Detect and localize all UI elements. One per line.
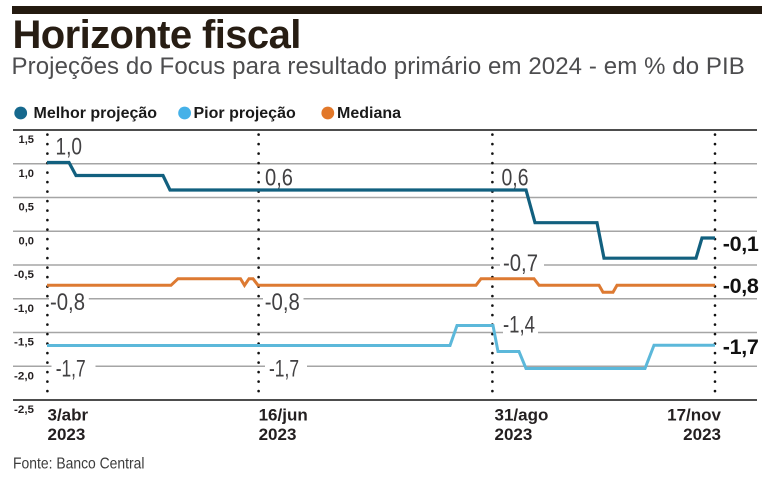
svg-text:-1,7: -1,7	[56, 355, 86, 382]
svg-text:2023: 2023	[495, 425, 533, 444]
svg-text:1,5: 1,5	[19, 134, 35, 146]
svg-text:1,0: 1,0	[19, 168, 35, 180]
svg-text:-0,7: -0,7	[503, 250, 538, 277]
svg-text:-1,7: -1,7	[269, 355, 299, 382]
svg-text:31/ago: 31/ago	[495, 406, 549, 425]
svg-text:-0,8: -0,8	[265, 289, 300, 316]
svg-text:-1,5: -1,5	[14, 337, 34, 349]
svg-text:-1,0: -1,0	[14, 303, 34, 315]
svg-text:17/nov: 17/nov	[667, 406, 721, 425]
svg-text:0,6: 0,6	[502, 164, 529, 191]
svg-text:-0,8: -0,8	[723, 274, 759, 298]
svg-text:-0,1: -0,1	[723, 232, 759, 256]
svg-text:-2,5: -2,5	[14, 404, 34, 416]
svg-text:-1,4: -1,4	[503, 311, 535, 338]
svg-text:1,0: 1,0	[56, 134, 83, 161]
svg-text:2023: 2023	[48, 425, 86, 444]
svg-text:Fonte: Banco Central: Fonte: Banco Central	[13, 456, 145, 473]
svg-text:2023: 2023	[683, 425, 721, 444]
svg-text:0,5: 0,5	[19, 202, 35, 214]
svg-text:2023: 2023	[259, 425, 297, 444]
svg-text:-0,5: -0,5	[14, 269, 34, 281]
svg-text:-0,8: -0,8	[50, 289, 85, 316]
svg-text:-2,0: -2,0	[14, 370, 34, 382]
svg-text:16/jun: 16/jun	[259, 406, 308, 425]
svg-text:0,6: 0,6	[265, 165, 293, 192]
svg-text:3/abr: 3/abr	[48, 406, 89, 425]
svg-text:-1,7: -1,7	[723, 335, 759, 359]
svg-text:0,0: 0,0	[19, 235, 35, 247]
